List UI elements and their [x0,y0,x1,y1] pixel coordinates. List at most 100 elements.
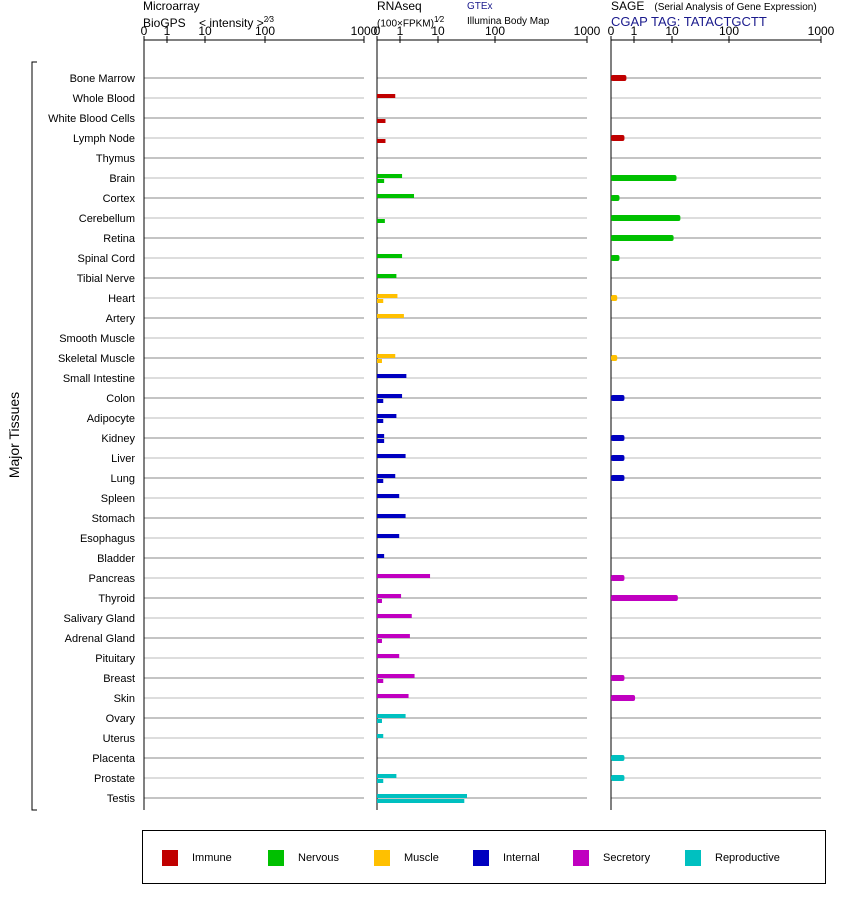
sage-bar [611,395,625,401]
sage-bar [611,215,681,221]
gtex-bar [377,274,397,278]
bodymap-bar [377,139,386,143]
gtex-bar [377,734,384,738]
gtex-bar [377,294,398,298]
legend-swatch [268,850,284,866]
tissue-label: Uterus [103,733,136,745]
sage-bar [611,355,618,361]
tissue-label: Kidney [101,433,135,445]
sage-bar [611,195,620,201]
gtex-bar [377,714,406,718]
tissue-label: Lung [111,473,135,485]
bodymap-bar [377,179,385,183]
sage-bar [611,135,625,141]
tissue-label: Spleen [101,493,135,505]
gtex-bar [377,614,412,618]
sage-tag: CGAP TAG: TATACTGCTT [611,14,767,29]
tissue-label: Bladder [97,553,135,565]
legend: Immune Nervous Muscle Internal Secretory… [142,830,826,884]
sage-bar [611,575,625,581]
rnaseq-tick-label: 0 [374,24,381,38]
sage-bar [611,475,625,481]
rnaseq-tick-label: 1000 [574,24,601,38]
sage-tick-label: 0 [608,24,615,38]
legend-label: Reproductive [715,852,780,864]
bodymap-bar [377,419,384,423]
microarray-intensity-label: < intensity > [199,16,264,30]
tissue-label: Small Intestine [63,373,135,385]
sage-subtitle: (Serial Analysis of Gene Expression) [654,2,817,13]
sage-tick-label: 1000 [808,24,835,38]
legend-label: Muscle [404,852,439,864]
sage-bar [611,695,636,701]
gtex-bar [377,694,409,698]
gtex-bar [377,454,406,458]
gtex-bar [377,574,431,578]
tissue-label: Tibial Nerve [77,273,135,285]
legend-item-nervous: Nervous [268,850,339,866]
tissue-label: Skeletal Muscle [58,353,135,365]
tissue-label: Esophagus [80,533,136,545]
rnaseq-title: RNAseq [377,0,422,13]
legend-label: Nervous [298,852,339,864]
tissue-label: Thyroid [98,593,135,605]
gtex-bar [377,314,404,318]
bodymap-bar [377,679,384,683]
tissue-label: Liver [111,453,135,465]
gtex-bar [377,634,410,638]
bodymap-bar [377,119,386,123]
tissue-label: Prostate [94,773,135,785]
gtex-bar [377,514,406,518]
tissue-label: Bone Marrow [70,73,135,85]
gtex-bar [377,654,400,658]
microarray-tick-label: 1000 [351,24,378,38]
rnaseq-tick-label: 10 [431,24,445,38]
gtex-bar [377,534,400,538]
rnaseq-tick-label: 100 [485,24,505,38]
tissue-label: Whole Blood [73,93,135,105]
tissue-label: Adipocyte [87,413,135,425]
gtex-bar [377,374,407,378]
tissue-label: Smooth Muscle [59,333,135,345]
bodymap-label: Illumina Body Map [467,16,550,27]
tissue-label: Artery [106,313,136,325]
gtex-bar [377,474,396,478]
bodymap-bar [377,479,384,483]
microarray-tick-label: 100 [255,24,275,38]
sage-tick-label: 1 [631,24,638,38]
sage-bar [611,455,625,461]
legend-swatch [685,850,701,866]
rnaseq-header: RNAseq (100×FPKM)1⁄2 [377,0,444,30]
sage-bar [611,595,678,601]
legend-item-secretory: Secretory [573,850,650,866]
legend-label: Secretory [603,852,651,864]
legend-item-reproductive: Reproductive [685,850,780,866]
sage-bar [611,295,618,301]
gtex-bar [377,94,396,98]
tissue-bracket [31,61,37,811]
bodymap-bar [377,299,384,303]
rnaseq-unit: (100×FPKM) [377,18,434,30]
gtex-bar [377,194,415,198]
legend-item-internal: Internal [473,850,540,866]
tissue-label: Stomach [92,513,135,525]
gtex-bar [377,494,400,498]
tissue-label: Ovary [106,713,136,725]
tissue-label: White Blood Cells [48,113,135,125]
gtex-bar [377,554,385,558]
bodymap-bar [377,779,384,783]
gtex-bar [377,414,397,418]
gtex-bar [377,174,403,178]
microarray-tick-label: 10 [198,24,212,38]
bodymap-bar [377,219,385,223]
sage-title: SAGE [611,0,645,13]
gtex-bar [377,394,403,398]
bodymap-bar [377,399,384,403]
legend-swatch [162,850,178,866]
tissue-label: Brain [109,173,135,185]
tissue-label: Cerebellum [79,213,135,225]
gtex-bar [377,594,402,598]
sage-tick-label: 10 [665,24,679,38]
legend-swatch [374,850,390,866]
tissue-label: Thymus [96,153,136,165]
